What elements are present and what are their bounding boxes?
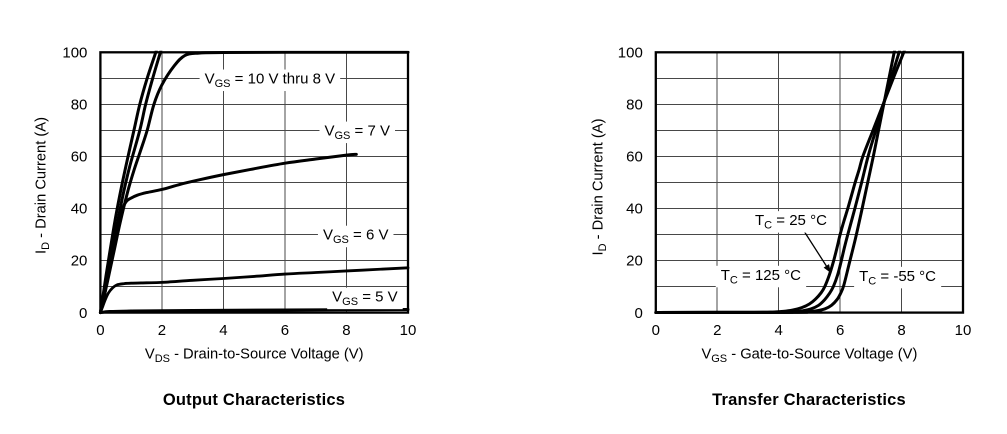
curve-label-tc-25: TC = 25 °C bbox=[750, 211, 833, 233]
y-tick-label: 0 bbox=[634, 305, 642, 322]
curve-label-vgs-7: VGS = 7 V bbox=[319, 121, 396, 144]
curve-label-text: TC = 125 °C bbox=[721, 267, 801, 287]
curve-vgs-6-v bbox=[99, 266, 410, 314]
y-tick-label: 100 bbox=[618, 45, 643, 62]
transfer-characteristics-caption: Transfer Characteristics bbox=[712, 390, 906, 409]
y-tick-label: 0 bbox=[79, 305, 87, 322]
curve-label-vgs-5: VGS = 5 V bbox=[327, 287, 403, 310]
y-tick-label: 100 bbox=[62, 45, 87, 62]
curve-label-bg bbox=[327, 287, 403, 310]
y-tick-label: 40 bbox=[626, 201, 643, 218]
curve-vgs-7-v bbox=[98, 152, 358, 315]
x-tick-label: 10 bbox=[955, 322, 972, 339]
curve-label-text: TC = 25 °C bbox=[755, 212, 827, 232]
x-tick-label: 4 bbox=[219, 322, 227, 339]
y-tick-label: 60 bbox=[71, 149, 88, 166]
arrow-line bbox=[801, 227, 829, 269]
curve-label-bg bbox=[715, 265, 807, 288]
y-axis-title: ID - Drain Current (A) bbox=[34, 117, 53, 254]
curve-label-text: VGS = 6 V bbox=[323, 227, 389, 247]
output-characteristics-caption: Output Characteristics bbox=[162, 390, 346, 409]
x-axis-title: VGS - Gate-to-Source Voltage (V) bbox=[701, 347, 917, 366]
curve-label-text: VGS = 5 V bbox=[332, 289, 398, 309]
curve-label-vgs-6: VGS = 6 V bbox=[317, 225, 394, 248]
y-tick-label: 80 bbox=[626, 97, 643, 114]
curve-label-tc-125: TC = 125 °C bbox=[715, 265, 807, 288]
curve-label-text: VGS = 7 V bbox=[324, 123, 390, 143]
x-tick-label: 2 bbox=[713, 322, 721, 339]
curve-label-bg bbox=[199, 69, 341, 92]
curve-tc--55-degc bbox=[654, 50, 897, 314]
curve-label-vgs-10-thru-8: VGS = 10 V thru 8 V bbox=[199, 69, 341, 92]
x-tick-label: 0 bbox=[652, 322, 660, 339]
x-tick-label: 8 bbox=[342, 322, 350, 339]
label-arrow bbox=[801, 227, 831, 274]
x-tick-label: 8 bbox=[897, 322, 905, 339]
curve-label-bg bbox=[319, 121, 396, 144]
y-tick-label: 60 bbox=[626, 149, 643, 166]
x-tick-label: 6 bbox=[836, 322, 844, 339]
y-tick-label: 80 bbox=[71, 97, 88, 114]
curve-label-tc-minus-55: TC = -55 °C bbox=[854, 266, 942, 289]
gridlines bbox=[100, 52, 408, 313]
y-tick-label: 20 bbox=[626, 253, 643, 270]
curve-label-bg bbox=[854, 266, 942, 289]
curve-label-text: VGS = 10 V thru 8 V bbox=[205, 71, 336, 91]
curve-label-bg bbox=[750, 211, 833, 233]
curves bbox=[654, 50, 906, 314]
x-tick-label: 0 bbox=[96, 322, 104, 339]
arrow-head bbox=[823, 264, 831, 274]
x-tick-label: 2 bbox=[158, 322, 166, 339]
plot-frame bbox=[654, 51, 965, 314]
curve-label-text: TC = -55 °C bbox=[859, 268, 936, 288]
x-tick-label: 4 bbox=[775, 322, 783, 339]
curve-tc-125-degc bbox=[654, 50, 906, 314]
x-tick-label: 6 bbox=[281, 322, 289, 339]
y-tick-label: 40 bbox=[71, 201, 88, 218]
curve-label-bg bbox=[317, 225, 394, 248]
x-tick-label: 10 bbox=[400, 322, 417, 339]
y-axis-title: ID - Drain Current (A) bbox=[591, 119, 610, 256]
y-tick-label: 20 bbox=[71, 253, 88, 270]
plot-frame bbox=[99, 51, 410, 314]
x-axis-title: VDS - Drain-to-Source Voltage (V) bbox=[145, 347, 364, 366]
